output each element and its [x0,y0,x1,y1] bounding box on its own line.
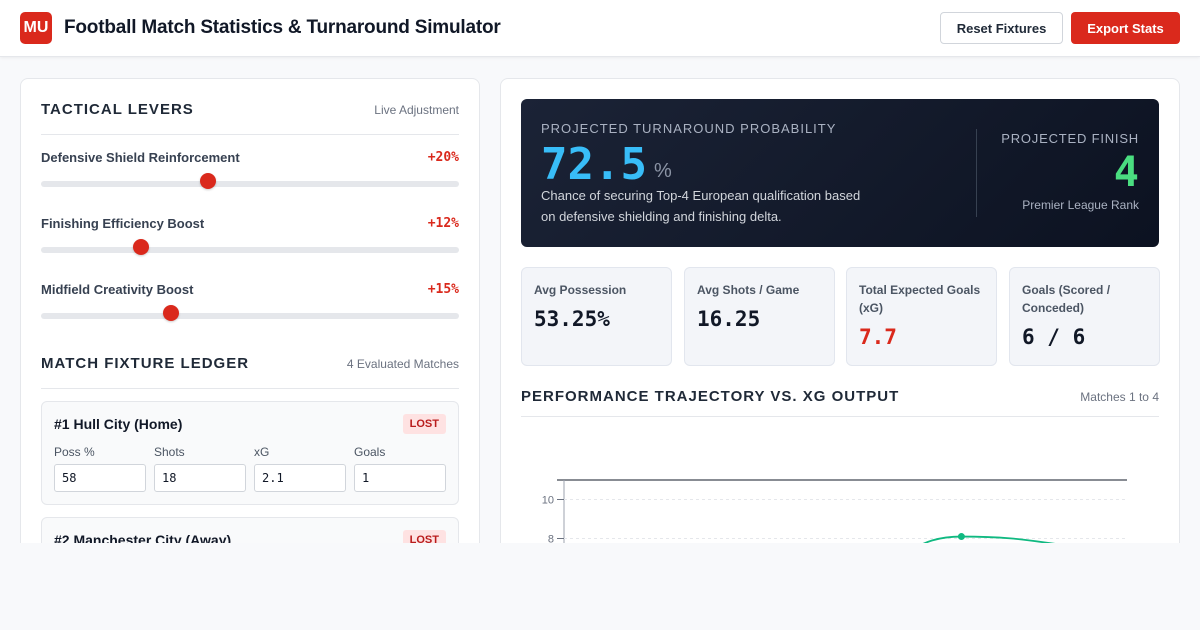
xg-input[interactable] [254,464,346,492]
goals-label: Goals [354,445,386,459]
reset-fixtures-button[interactable]: Reset Fixtures [940,12,1063,44]
stat-card-shots: Avg Shots / Game 16.25 [684,267,835,366]
left-panel: TACTICAL LEVERS Live Adjustment Defensiv… [20,78,480,543]
club-logo: MU [20,12,52,44]
content-viewport: TACTICAL LEVERS Live Adjustment Defensiv… [0,57,1200,543]
match-card: #1 Hull City (Home) LOST Poss % Shots xG… [41,401,459,505]
lever-finishing-efficiency: Finishing Efficiency Boost +12% [41,216,459,266]
stat-value: 7.7 [859,325,897,349]
lever-defensive-shield: Defensive Shield Reinforcement +20% [41,150,459,200]
lever-value: +12% [427,216,459,231]
stat-label: Total Expected Goals (xG) [859,283,981,315]
slider-track[interactable] [41,247,459,253]
chart-title: PERFORMANCE TRAJECTORY VS. XG OUTPUT [521,388,900,405]
export-stats-button[interactable]: Export Stats [1071,12,1180,44]
result-badge: LOST [402,530,446,543]
tactical-levers-meta: Live Adjustment [374,103,459,117]
fixture-ledger-meta: 4 Evaluated Matches [346,357,459,371]
fixture-ledger-header: MATCH FIXTURE LEDGER 4 Evaluated Matches [41,355,459,389]
stat-label: Goals (Scored / Conceded) [1022,283,1111,315]
lever-value: +20% [427,150,459,165]
trajectory-chart: 10 8 [542,479,1127,544]
stat-card-xg: Total Expected Goals (xG) 7.7 [846,267,997,366]
app-title: Football Match Statistics & Turnaround S… [64,17,501,38]
projected-finish-label: PROJECTED FINISH [1001,131,1139,146]
probability-unit: % [654,160,672,182]
turnaround-hero-card: PROJECTED TURNAROUND PROBABILITY 72.5 % … [521,99,1159,247]
match-title: #1 Hull City (Home) [54,416,183,432]
result-badge: LOST [402,414,446,434]
slider-thumb[interactable] [133,239,150,255]
y-tick-label: 8 [548,534,554,544]
tactical-levers-header: TACTICAL LEVERS Live Adjustment [41,101,459,135]
match-card: #2 Manchester City (Away) LOST [41,517,459,543]
tactical-levers-title: TACTICAL LEVERS [41,101,194,118]
probability-label: PROJECTED TURNAROUND PROBABILITY [541,121,837,136]
slider-track[interactable] [41,313,459,319]
lever-label: Defensive Shield Reinforcement [41,150,240,165]
stat-card-possession: Avg Possession 53.25% [521,267,672,366]
chart-header: PERFORMANCE TRAJECTORY VS. XG OUTPUT Mat… [521,388,1159,417]
match-title: #2 Manchester City (Away) [54,532,232,543]
lever-value: +15% [427,282,459,297]
top-bar: MU Football Match Statistics & Turnaroun… [0,0,1200,57]
fixture-ledger-title: MATCH FIXTURE LEDGER [41,355,250,372]
probability-value: 72.5 [541,139,647,190]
possession-label: Poss % [54,445,95,459]
stat-value: 53.25% [534,307,610,331]
possession-input[interactable] [54,464,146,492]
lever-label: Midfield Creativity Boost [41,282,194,297]
xg-label: xG [254,445,270,459]
y-tick-label: 10 [542,495,554,507]
slider-track[interactable] [41,181,459,187]
right-panel: PROJECTED TURNAROUND PROBABILITY 72.5 % … [500,78,1180,543]
shots-label: Shots [154,445,185,459]
stat-label: Avg Shots / Game [697,283,800,297]
probability-description: Chance of securing Top-4 European qualif… [541,188,861,224]
stat-value: 6 / 6 [1022,325,1086,349]
hero-divider [976,129,977,217]
projected-finish-caption: Premier League Rank [1022,198,1139,212]
lever-label: Finishing Efficiency Boost [41,216,205,231]
goals-input[interactable] [354,464,446,492]
stat-label: Avg Possession [534,283,627,297]
stat-value: 16.25 [697,307,761,331]
lever-midfield-creativity: Midfield Creativity Boost +15% [41,282,459,332]
shots-input[interactable] [154,464,246,492]
data-point [957,533,965,541]
slider-thumb[interactable] [162,305,179,321]
chart-meta: Matches 1 to 4 [1080,390,1159,404]
projected-finish-value: 4 [1113,147,1139,196]
trajectory-line [922,535,1056,543]
stat-card-goals: Goals (Scored / Conceded) 6 / 6 [1009,267,1160,366]
slider-thumb[interactable] [200,173,217,189]
